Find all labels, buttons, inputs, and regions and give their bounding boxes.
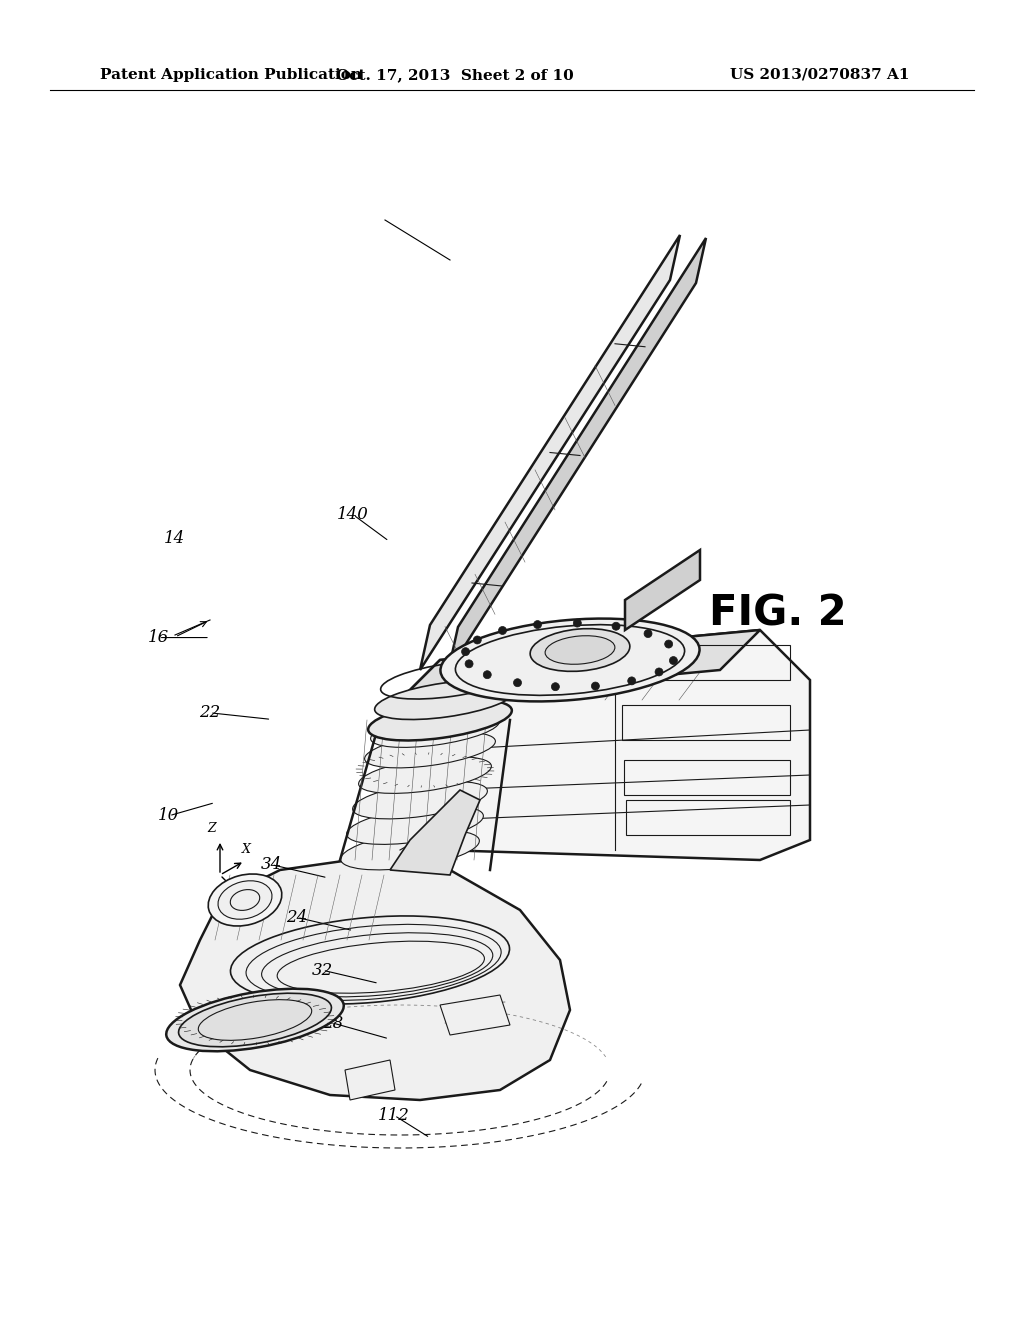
Polygon shape — [420, 235, 680, 671]
Text: 32: 32 — [312, 962, 333, 978]
Ellipse shape — [341, 830, 479, 870]
Text: 10: 10 — [159, 808, 179, 824]
Circle shape — [551, 682, 559, 690]
Circle shape — [465, 660, 473, 668]
Ellipse shape — [347, 805, 483, 845]
Circle shape — [670, 656, 678, 664]
Circle shape — [612, 622, 620, 630]
Polygon shape — [180, 861, 570, 1100]
Ellipse shape — [365, 733, 496, 768]
Polygon shape — [390, 789, 480, 875]
Text: FIG. 2: FIG. 2 — [710, 593, 847, 635]
Circle shape — [592, 682, 599, 690]
Ellipse shape — [358, 756, 492, 793]
Text: 22: 22 — [200, 705, 220, 721]
Text: X: X — [242, 843, 251, 855]
Text: 16: 16 — [148, 630, 169, 645]
Circle shape — [473, 636, 481, 644]
Ellipse shape — [208, 874, 282, 927]
Polygon shape — [400, 630, 810, 861]
Text: 34: 34 — [261, 857, 282, 873]
Circle shape — [499, 627, 507, 635]
Circle shape — [534, 620, 542, 628]
Text: 112: 112 — [378, 1107, 411, 1123]
Text: 24: 24 — [287, 909, 307, 925]
Text: 28: 28 — [323, 1015, 343, 1031]
Ellipse shape — [218, 880, 272, 919]
Text: 14: 14 — [164, 531, 184, 546]
Circle shape — [665, 640, 673, 648]
Text: Z: Z — [208, 822, 216, 836]
Circle shape — [628, 677, 636, 685]
Text: Oct. 17, 2013  Sheet 2 of 10: Oct. 17, 2013 Sheet 2 of 10 — [336, 69, 573, 82]
Ellipse shape — [166, 989, 344, 1051]
Polygon shape — [449, 238, 706, 672]
Ellipse shape — [371, 713, 500, 747]
Circle shape — [483, 671, 492, 678]
Ellipse shape — [440, 619, 699, 701]
Text: US 2013/0270837 A1: US 2013/0270837 A1 — [730, 69, 909, 82]
Circle shape — [462, 648, 470, 656]
Circle shape — [573, 619, 582, 627]
Circle shape — [513, 678, 521, 686]
Polygon shape — [400, 630, 760, 700]
Circle shape — [644, 630, 652, 638]
Ellipse shape — [375, 681, 515, 719]
Ellipse shape — [369, 700, 512, 741]
Text: 140: 140 — [337, 507, 370, 523]
Ellipse shape — [545, 636, 614, 664]
Text: Patent Application Publication: Patent Application Publication — [100, 69, 362, 82]
Ellipse shape — [352, 781, 487, 818]
Text: Y: Y — [236, 894, 244, 907]
Ellipse shape — [530, 628, 630, 672]
Polygon shape — [345, 1060, 395, 1100]
Circle shape — [655, 668, 664, 676]
Ellipse shape — [178, 993, 332, 1047]
Polygon shape — [625, 550, 700, 630]
Polygon shape — [440, 995, 510, 1035]
